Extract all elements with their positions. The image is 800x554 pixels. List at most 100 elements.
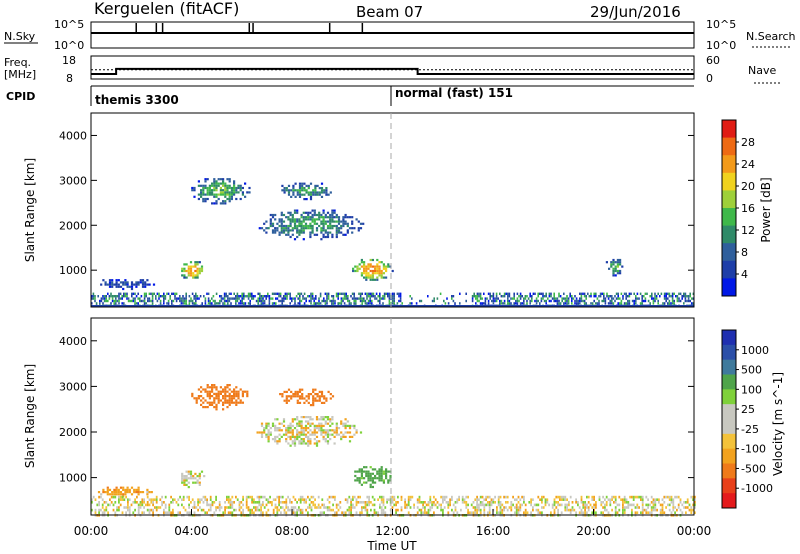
ground-scatter-cell (694, 495, 696, 499)
ground-scatter-cell (625, 501, 628, 504)
echo-cell-2 (191, 189, 194, 192)
ground-scatter-cell (625, 295, 627, 298)
ground-scatter-cell (113, 295, 115, 298)
echo-cell-3 (302, 231, 305, 234)
echo-cell-3 (311, 220, 314, 223)
echo-cell-4 (363, 477, 366, 480)
ground-scatter-cell (310, 508, 313, 512)
ground-scatter-cell (151, 295, 154, 298)
echo-cell-1 (378, 272, 381, 275)
echo-cell-2 (197, 180, 200, 183)
echo-cell-2 (340, 431, 343, 434)
echo-cell-0 (239, 401, 242, 404)
echo-cell-5 (124, 283, 127, 286)
ground-scatter-cell (510, 508, 513, 512)
ground-scatter-cell (492, 297, 495, 300)
echo-cell-3 (326, 216, 330, 219)
echo-cell-2 (344, 418, 347, 421)
ground-scatter-cell (103, 299, 106, 303)
echo-cell-1 (378, 267, 381, 270)
echo-cell-5 (124, 493, 127, 496)
ground-scatter-cell (598, 498, 601, 501)
ground-scatter-cell (343, 302, 346, 305)
ground-scatter-cell (652, 503, 655, 507)
ground-scatter-cell (452, 511, 455, 514)
echo-cell-4 (367, 472, 370, 475)
ground-scatter-cell (575, 299, 578, 303)
ground-scatter-cell (239, 302, 242, 305)
echo-cell-2 (222, 193, 225, 196)
echo-cell-1 (369, 274, 372, 277)
echo-cell-2 (267, 424, 270, 427)
ground-scatter-cell (641, 295, 643, 298)
ground-scatter-cell (579, 302, 581, 305)
ground-scatter-cell (574, 295, 576, 298)
ground-scatter-cell (119, 503, 122, 507)
ground-scatter-cell (404, 503, 406, 507)
echo-cell-4 (285, 187, 288, 190)
ground-scatter-cell (596, 297, 599, 300)
ground-scatter-cell (427, 501, 430, 504)
ground-scatter-cell (632, 503, 635, 507)
ground-scatter-cell (272, 498, 275, 501)
echo-cell-4 (376, 470, 379, 473)
ground-scatter-cell (380, 498, 383, 501)
echo-cell-2 (300, 424, 303, 427)
ground-scatter-cell (172, 292, 175, 295)
echo-cell-2 (241, 191, 244, 194)
ground-scatter-cell (636, 297, 639, 300)
ground-scatter-cell (497, 501, 500, 504)
x-axis-label: Time UT (366, 539, 417, 553)
echo-cell-5 (137, 488, 140, 491)
ground-scatter-cell (382, 297, 384, 300)
ground-scatter-cell (507, 302, 509, 305)
ground-scatter-cell (143, 511, 145, 514)
ground-scatter-cell (550, 292, 552, 295)
ground-scatter-cell (647, 498, 649, 501)
ground-scatter-cell (440, 495, 442, 499)
echo-cell-2 (224, 189, 227, 192)
ground-scatter-cell (582, 299, 584, 303)
ground-scatter-cell (168, 506, 171, 509)
ground-scatter-cell (275, 292, 277, 295)
echo-cell-2 (213, 178, 216, 181)
echo-cell-4 (365, 472, 368, 475)
ground-scatter-cell (207, 297, 210, 300)
echo-cell-5 (141, 285, 145, 288)
ground-scatter-cell (191, 299, 194, 303)
echo-cell-1 (314, 397, 317, 400)
echo-cell-3 (287, 233, 290, 236)
echo-cell-3 (189, 472, 193, 475)
ground-scatter-cell (222, 297, 224, 300)
echo-cell-1 (376, 258, 379, 262)
ground-scatter-cell (244, 295, 247, 298)
ground-scatter-cell (193, 302, 195, 305)
ground-scatter-cell (562, 495, 565, 499)
ground-scatter-cell (209, 506, 212, 509)
echo-cell-3 (269, 220, 272, 223)
ground-scatter-cell (530, 503, 532, 507)
ground-scatter-cell (472, 501, 475, 504)
ground-scatter-cell (328, 508, 331, 512)
ground-scatter-cell (139, 506, 142, 509)
ground-scatter-cell (364, 292, 367, 295)
echo-cell-0 (204, 390, 207, 393)
ground-scatter-cell (478, 295, 480, 298)
ground-scatter-cell (181, 498, 183, 501)
ground-scatter-cell (484, 302, 487, 305)
ground-scatter-cell (634, 495, 637, 499)
echo-cell-3 (353, 227, 356, 230)
ground-scatter-cell (431, 299, 434, 303)
colorbar-swatch-9 (722, 463, 736, 479)
ground-scatter-cell (623, 495, 626, 499)
echo-cell-5 (146, 283, 149, 286)
echo-cell-2 (260, 422, 264, 425)
echo-cell-5 (115, 493, 118, 496)
ground-scatter-cell (579, 299, 581, 303)
ground-scatter-cell (217, 302, 219, 305)
ground-scatter-cell (297, 292, 299, 295)
echo-cell-5 (141, 281, 145, 284)
echo-cell-5 (124, 279, 127, 282)
ground-scatter-cell (671, 295, 674, 298)
echo-cell-3 (357, 220, 360, 223)
